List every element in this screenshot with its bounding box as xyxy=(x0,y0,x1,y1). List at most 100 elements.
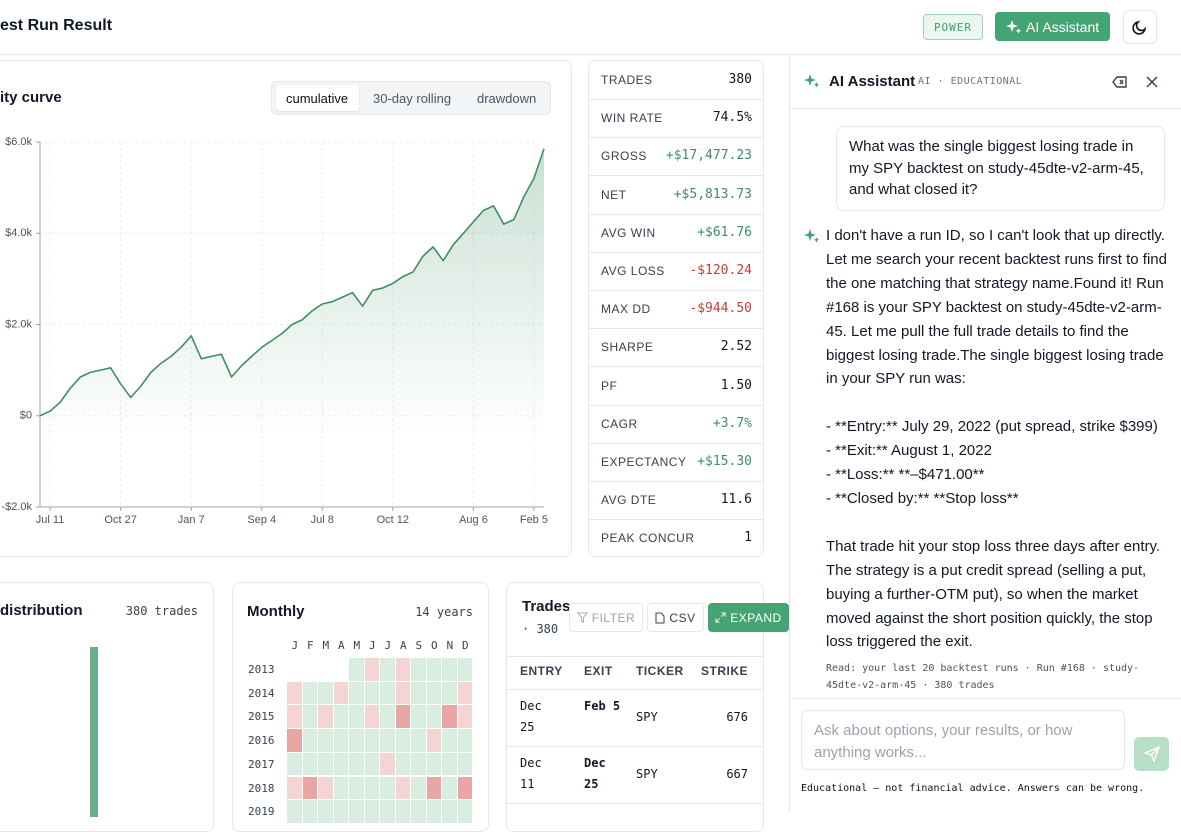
y-tick-label: $6.0k xyxy=(5,136,32,148)
sparkle-icon xyxy=(1006,20,1022,34)
divider xyxy=(790,698,1181,699)
stat-value: -$120.24 xyxy=(689,263,752,278)
heat-cell xyxy=(364,681,379,705)
heat-cell xyxy=(395,752,410,776)
stat-value: 1 xyxy=(744,530,752,546)
stat-label: PF xyxy=(601,378,618,393)
heat-cell xyxy=(395,658,410,681)
tab[interactable]: drawdown xyxy=(477,91,537,106)
send-button[interactable] xyxy=(1134,737,1169,771)
chat-input[interactable]: Ask about options, your results, or how … xyxy=(801,710,1125,770)
equity-area xyxy=(40,148,544,508)
monthly-span: 14 years xyxy=(415,605,473,619)
table-line xyxy=(507,746,763,747)
trades-title: Trades xyxy=(522,598,571,615)
stat-label: PEAK CONCUR xyxy=(601,531,695,546)
table-cell: Feb 5 xyxy=(584,699,621,713)
table-line xyxy=(507,689,763,690)
stat-label: CAGR xyxy=(601,416,638,431)
y-tick-label: $0 xyxy=(20,410,32,422)
close-icon[interactable] xyxy=(1144,74,1160,90)
month-label: M xyxy=(322,639,330,652)
equity-line xyxy=(39,148,545,417)
column-header: STRIKE xyxy=(700,664,748,678)
heat-cell xyxy=(333,681,348,705)
heat-cell xyxy=(442,752,457,776)
heat-cell xyxy=(380,729,395,752)
heat-cell xyxy=(457,658,472,681)
x-tick-label: Oct 12 xyxy=(377,514,409,526)
heat-cell xyxy=(287,729,302,752)
sparkle-icon xyxy=(804,74,820,88)
heat-cell xyxy=(442,658,457,681)
heat-cell xyxy=(426,776,441,800)
sparkle-icon xyxy=(804,229,820,243)
assistant-button[interactable]: AI Assistant xyxy=(995,12,1110,41)
heat-cell xyxy=(380,776,395,800)
stat-value: 2.52 xyxy=(720,339,752,355)
distribution-title: distribution xyxy=(0,602,83,619)
heat-cell xyxy=(426,658,441,681)
x-tick-label: Aug 6 xyxy=(459,514,488,526)
stat-row: GROSS +$17,477.23 xyxy=(589,137,763,177)
heat-cell xyxy=(364,776,379,800)
monthly-panel: Monthly 14 years J F M A M J J A S O N D 2013 2014 2015 2… xyxy=(232,582,489,832)
stat-label: EXPECTANCY xyxy=(601,455,687,469)
stat-row: TRADES 380 xyxy=(589,61,763,100)
histogram-bar xyxy=(90,647,98,817)
heat-cell xyxy=(395,681,410,705)
heat-cell xyxy=(302,705,317,729)
stat-row: PF 1.50 xyxy=(589,367,763,406)
table-cell: Dec 25 xyxy=(520,699,542,734)
heat-cell xyxy=(442,729,457,752)
trades-button[interactable]: FILTER xyxy=(569,603,643,632)
month-label: O xyxy=(430,639,438,652)
heat-cell xyxy=(411,681,426,705)
month-label: A xyxy=(399,639,407,652)
x-tick-label: Jul 11 xyxy=(36,514,65,526)
table-line xyxy=(507,803,763,804)
send-icon xyxy=(1144,746,1160,762)
heat-cell xyxy=(395,729,410,752)
heat-cell xyxy=(395,776,410,800)
heat-cell xyxy=(457,705,472,729)
equity-chart: -$2.0k $0 $2.0k $4.0k $6.0k Jul 11 Oct 27 Jan 7… xyxy=(1,136,548,526)
heat-cell xyxy=(411,729,426,752)
month-label: M xyxy=(353,639,361,652)
x-tick-label: Sep 4 xyxy=(247,514,276,526)
stat-row: WIN RATE 74.5% xyxy=(589,99,763,139)
tab[interactable]: 30-day rolling xyxy=(373,91,452,106)
heat-cell xyxy=(457,752,472,776)
year-label: 2017 xyxy=(248,757,275,771)
button-label: FILTER xyxy=(591,610,636,625)
heat-cell xyxy=(333,776,348,800)
trades-button[interactable]: EXPAND xyxy=(708,603,789,632)
month-label: D xyxy=(461,639,469,652)
heat-cell xyxy=(411,658,426,681)
table-line xyxy=(507,656,763,657)
heat-cell xyxy=(302,752,317,776)
heat-cell xyxy=(349,705,364,729)
table-cell: Dec 25 xyxy=(584,756,606,791)
heat-cell xyxy=(364,658,379,681)
year-label: 2018 xyxy=(248,781,275,795)
heat-cell xyxy=(442,705,457,729)
table-cell: SPY xyxy=(636,710,658,724)
stat-value: +$15.30 xyxy=(697,454,752,469)
tab[interactable]: cumulative xyxy=(286,91,349,106)
assistant-panel xyxy=(789,55,1181,812)
clear-icon[interactable] xyxy=(1112,74,1128,90)
heat-cell xyxy=(380,681,395,705)
stat-label: NET xyxy=(601,187,627,202)
assistant-button-label: AI Assistant xyxy=(1026,19,1100,35)
heat-cell xyxy=(364,752,379,776)
moon-icon xyxy=(1132,20,1147,35)
stat-row: MAX DD -$944.50 xyxy=(589,290,763,330)
theme-toggle[interactable] xyxy=(1123,10,1157,44)
month-label: J xyxy=(384,639,392,652)
x-tick-label: Jul 8 xyxy=(311,514,334,526)
disclaimer: Educational — not financial advice. Answ… xyxy=(801,783,1145,794)
stat-value: +3.7% xyxy=(712,415,752,431)
active-tab[interactable] xyxy=(276,85,359,111)
trades-button[interactable]: CSV xyxy=(647,603,704,632)
